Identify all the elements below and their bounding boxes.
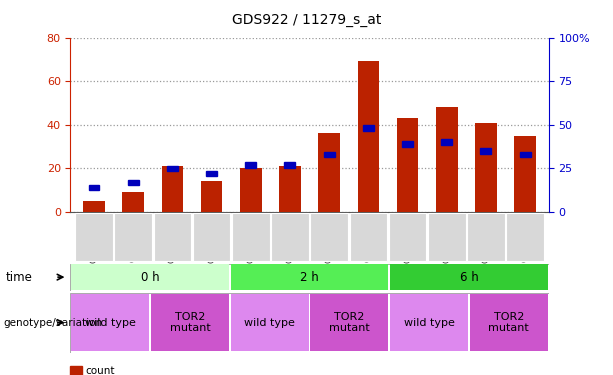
Bar bbox=[201, 182, 223, 212]
Bar bbox=[475, 123, 497, 212]
Bar bbox=[240, 168, 262, 212]
Bar bbox=[88, 185, 99, 190]
FancyBboxPatch shape bbox=[389, 213, 427, 261]
Bar bbox=[279, 166, 301, 212]
FancyBboxPatch shape bbox=[230, 294, 309, 351]
Bar bbox=[481, 148, 492, 154]
FancyBboxPatch shape bbox=[467, 213, 504, 261]
Bar bbox=[520, 152, 531, 157]
Text: wild type: wild type bbox=[404, 318, 454, 327]
Text: 0 h: 0 h bbox=[141, 271, 159, 284]
Bar bbox=[206, 171, 217, 176]
Bar bbox=[324, 152, 335, 157]
FancyBboxPatch shape bbox=[71, 264, 229, 290]
Text: TOR2
mutant: TOR2 mutant bbox=[170, 312, 210, 333]
Bar bbox=[436, 107, 457, 212]
Bar bbox=[318, 134, 340, 212]
Bar bbox=[514, 136, 536, 212]
Bar bbox=[70, 366, 82, 375]
Text: wild type: wild type bbox=[245, 318, 295, 327]
Bar bbox=[162, 166, 183, 212]
Bar bbox=[167, 165, 178, 171]
Bar bbox=[83, 201, 105, 212]
Bar bbox=[402, 141, 413, 147]
Text: TOR2
mutant: TOR2 mutant bbox=[329, 312, 370, 333]
Bar bbox=[123, 192, 144, 212]
FancyBboxPatch shape bbox=[349, 213, 387, 261]
FancyBboxPatch shape bbox=[70, 264, 549, 291]
FancyBboxPatch shape bbox=[390, 264, 548, 290]
FancyBboxPatch shape bbox=[390, 294, 468, 351]
FancyBboxPatch shape bbox=[151, 294, 229, 351]
FancyBboxPatch shape bbox=[70, 292, 549, 352]
FancyBboxPatch shape bbox=[271, 213, 309, 261]
FancyBboxPatch shape bbox=[310, 213, 348, 261]
Bar bbox=[284, 162, 295, 168]
Text: wild type: wild type bbox=[85, 318, 135, 327]
FancyBboxPatch shape bbox=[506, 213, 544, 261]
FancyBboxPatch shape bbox=[428, 213, 465, 261]
Bar bbox=[357, 62, 379, 212]
Text: genotype/variation: genotype/variation bbox=[3, 318, 102, 327]
Text: time: time bbox=[6, 271, 33, 284]
Text: 2 h: 2 h bbox=[300, 271, 319, 284]
FancyBboxPatch shape bbox=[115, 213, 152, 261]
FancyBboxPatch shape bbox=[75, 213, 113, 261]
Bar bbox=[397, 118, 418, 212]
FancyBboxPatch shape bbox=[470, 294, 548, 351]
Text: GDS922 / 11279_s_at: GDS922 / 11279_s_at bbox=[232, 13, 381, 27]
Text: TOR2
mutant: TOR2 mutant bbox=[489, 312, 529, 333]
Text: 6 h: 6 h bbox=[460, 271, 478, 284]
FancyBboxPatch shape bbox=[230, 264, 389, 290]
Bar bbox=[245, 162, 256, 168]
FancyBboxPatch shape bbox=[71, 294, 150, 351]
FancyBboxPatch shape bbox=[154, 213, 191, 261]
Bar bbox=[441, 140, 452, 145]
Bar bbox=[363, 126, 374, 131]
FancyBboxPatch shape bbox=[232, 213, 270, 261]
Bar bbox=[128, 180, 139, 185]
FancyBboxPatch shape bbox=[310, 294, 389, 351]
Text: count: count bbox=[86, 366, 115, 375]
FancyBboxPatch shape bbox=[192, 213, 230, 261]
